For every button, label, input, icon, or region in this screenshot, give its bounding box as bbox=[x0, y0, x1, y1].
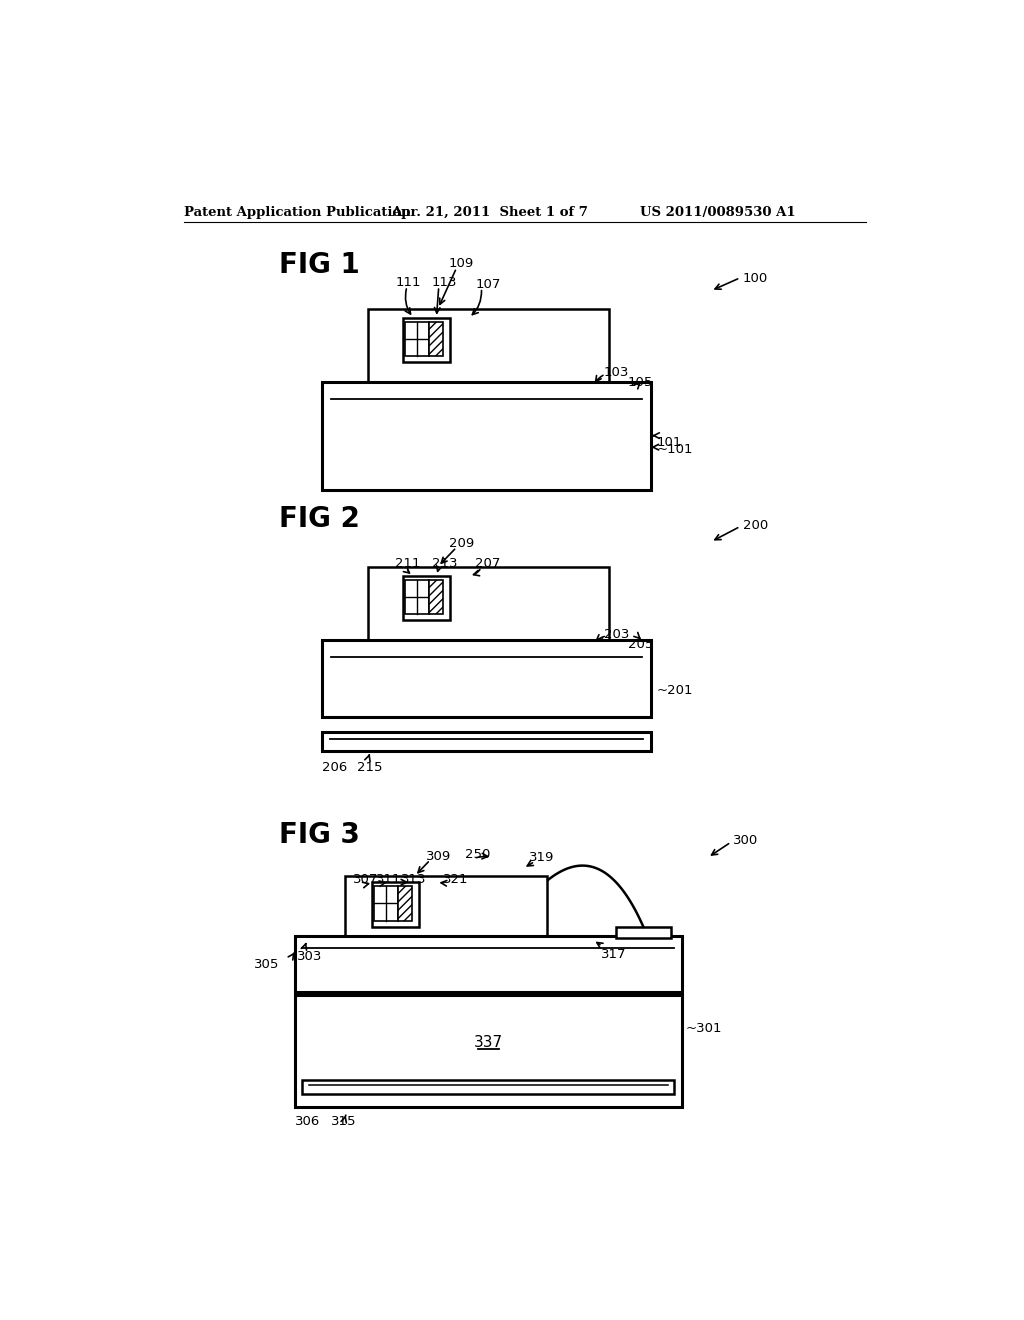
Text: 200: 200 bbox=[742, 519, 768, 532]
Text: FIG 1: FIG 1 bbox=[280, 251, 359, 279]
Bar bbox=[372, 882, 419, 927]
Bar bbox=[295, 936, 682, 991]
Text: FIG 3: FIG 3 bbox=[280, 821, 360, 849]
Text: 207: 207 bbox=[475, 557, 501, 570]
Text: 100: 100 bbox=[742, 272, 768, 285]
Text: 337: 337 bbox=[474, 1035, 503, 1049]
Text: Patent Application Publication: Patent Application Publication bbox=[183, 206, 411, 219]
Text: 215: 215 bbox=[356, 762, 382, 775]
Bar bbox=[302, 1080, 675, 1094]
Text: ~301: ~301 bbox=[686, 1022, 723, 1035]
Bar bbox=[322, 640, 651, 717]
Bar bbox=[397, 886, 412, 921]
Text: 309: 309 bbox=[426, 850, 451, 863]
Text: 113: 113 bbox=[432, 276, 458, 289]
Text: 203: 203 bbox=[604, 628, 629, 642]
Bar bbox=[406, 579, 429, 614]
Text: 111: 111 bbox=[395, 276, 421, 289]
Bar bbox=[429, 579, 442, 614]
Bar bbox=[406, 322, 429, 356]
Text: 109: 109 bbox=[449, 257, 474, 271]
Text: ~101: ~101 bbox=[656, 444, 693, 457]
Text: Apr. 21, 2011  Sheet 1 of 7: Apr. 21, 2011 Sheet 1 of 7 bbox=[391, 206, 589, 219]
Text: US 2011/0089530 A1: US 2011/0089530 A1 bbox=[640, 206, 795, 219]
Text: 303: 303 bbox=[297, 950, 323, 964]
Bar bbox=[345, 876, 547, 936]
Text: 209: 209 bbox=[449, 537, 474, 550]
Text: 250: 250 bbox=[465, 849, 490, 862]
Text: 107: 107 bbox=[475, 277, 501, 290]
Text: 105: 105 bbox=[628, 376, 653, 388]
Bar bbox=[616, 927, 671, 937]
Text: 311: 311 bbox=[376, 873, 401, 886]
Text: FIG 2: FIG 2 bbox=[280, 506, 360, 533]
Bar bbox=[403, 318, 450, 363]
Text: 307: 307 bbox=[352, 873, 378, 886]
Text: 211: 211 bbox=[395, 557, 421, 570]
Text: 317: 317 bbox=[601, 948, 627, 961]
Text: 103: 103 bbox=[604, 367, 629, 379]
Text: 300: 300 bbox=[732, 834, 758, 847]
Text: 101: 101 bbox=[656, 436, 682, 449]
Bar bbox=[322, 733, 651, 751]
Bar bbox=[369, 309, 608, 381]
Text: 313: 313 bbox=[400, 873, 426, 886]
Text: 305: 305 bbox=[254, 958, 280, 970]
Bar bbox=[369, 566, 608, 640]
Bar bbox=[295, 995, 682, 1107]
Bar bbox=[322, 381, 651, 490]
Text: 213: 213 bbox=[432, 557, 458, 570]
Text: 315: 315 bbox=[331, 1114, 356, 1127]
Text: 321: 321 bbox=[442, 873, 468, 886]
Text: ~201: ~201 bbox=[656, 684, 693, 697]
Bar bbox=[375, 886, 397, 921]
Text: 319: 319 bbox=[529, 851, 555, 865]
Text: 206: 206 bbox=[322, 762, 347, 775]
Bar bbox=[429, 322, 442, 356]
Text: 205: 205 bbox=[628, 638, 653, 651]
Text: 306: 306 bbox=[295, 1114, 319, 1127]
Bar bbox=[403, 576, 450, 620]
